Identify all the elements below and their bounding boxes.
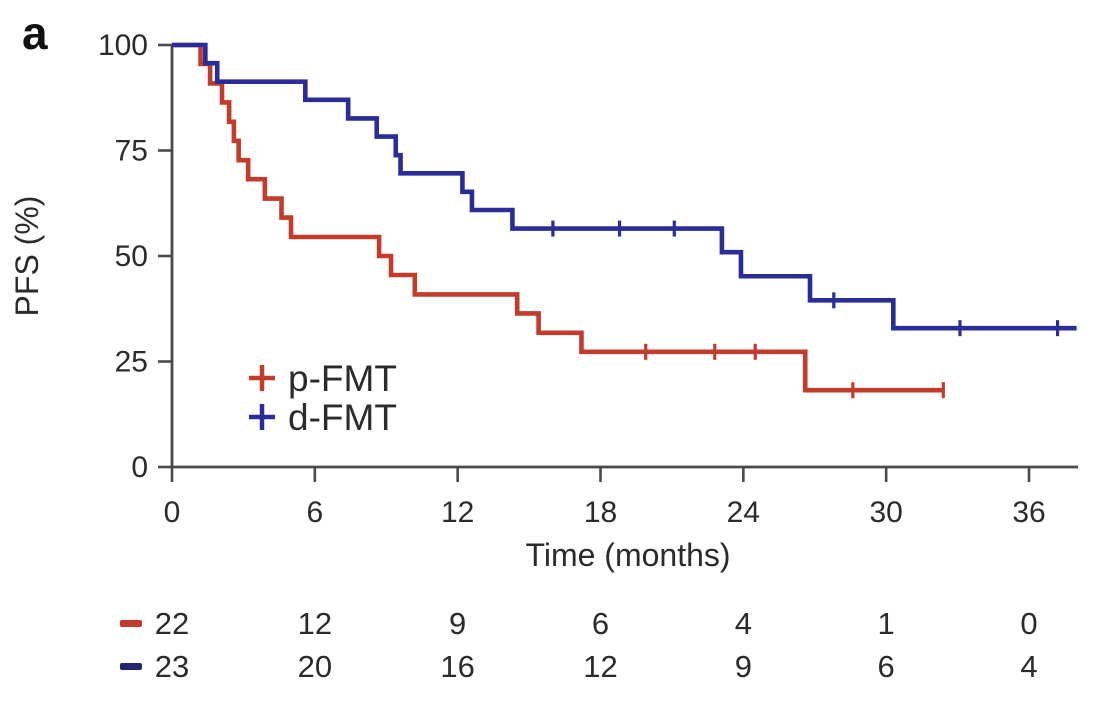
y-tick-label: 50 <box>115 240 148 273</box>
x-tick-label: 36 <box>1012 496 1045 529</box>
risk-count: 9 <box>449 606 466 641</box>
risk-count: 16 <box>440 649 474 684</box>
risk-count: 1 <box>878 606 895 641</box>
legend-label-d-fmt: d-FMT <box>288 397 397 438</box>
risk-count: 20 <box>298 649 332 684</box>
risk-count: 22 <box>155 606 189 641</box>
legend: p-FMT d-FMT <box>249 358 397 438</box>
risk-row-marker-p-fmt <box>120 620 142 627</box>
x-tick-label: 12 <box>441 496 474 529</box>
risk-count: 6 <box>878 649 895 684</box>
x-tick-label: 24 <box>727 496 760 529</box>
km-curves <box>172 42 1077 399</box>
y-tick-label: 75 <box>115 135 148 168</box>
risk-row-marker-d-fmt <box>120 663 142 670</box>
plus-marker-icon <box>249 404 275 430</box>
legend-item-p-fmt: p-FMT <box>249 358 397 399</box>
risk-count: 9 <box>735 649 752 684</box>
km-curve-p-fmt <box>172 42 944 393</box>
legend-label-p-fmt: p-FMT <box>288 358 397 399</box>
risk-count: 23 <box>155 649 189 684</box>
plus-marker-icon <box>249 365 275 391</box>
risk-count: 4 <box>1020 649 1037 684</box>
number-at-risk-table: 22 12 9 6 4 1 0 23 20 16 12 9 6 4 <box>120 606 1038 684</box>
risk-count: 0 <box>1020 606 1037 641</box>
axes: 0 25 50 75 100 0 6 12 18 24 30 36 <box>98 29 1078 529</box>
km-curve-d-fmt <box>172 42 1077 331</box>
y-tick-label: 25 <box>115 346 148 379</box>
y-tick-label: 100 <box>98 29 148 62</box>
risk-count: 6 <box>592 606 609 641</box>
x-tick-label: 0 <box>164 496 181 529</box>
legend-item-d-fmt: d-FMT <box>249 397 397 438</box>
y-tick-label: 0 <box>131 451 148 484</box>
x-tick-label: 30 <box>869 496 902 529</box>
y-axis-title: PFS (%) <box>9 196 45 317</box>
risk-count: 12 <box>298 606 332 641</box>
risk-count: 12 <box>583 649 617 684</box>
x-tick-label: 6 <box>306 496 323 529</box>
risk-count: 4 <box>735 606 752 641</box>
x-axis-title: Time (months) <box>525 537 730 573</box>
x-tick-label: 18 <box>584 496 617 529</box>
panel-label: a <box>22 7 48 59</box>
